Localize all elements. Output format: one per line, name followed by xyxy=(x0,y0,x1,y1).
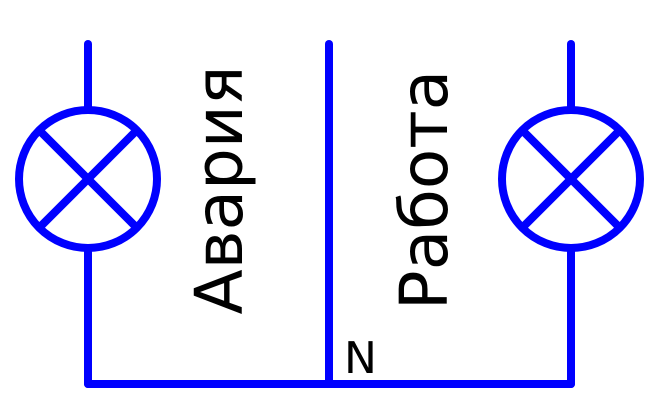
left-lamp-icon xyxy=(15,106,161,252)
work-label: Работа xyxy=(386,69,463,311)
neutral-label: N xyxy=(344,333,377,384)
right-lamp-icon xyxy=(498,106,644,252)
alarm-label: Авария xyxy=(181,65,258,315)
